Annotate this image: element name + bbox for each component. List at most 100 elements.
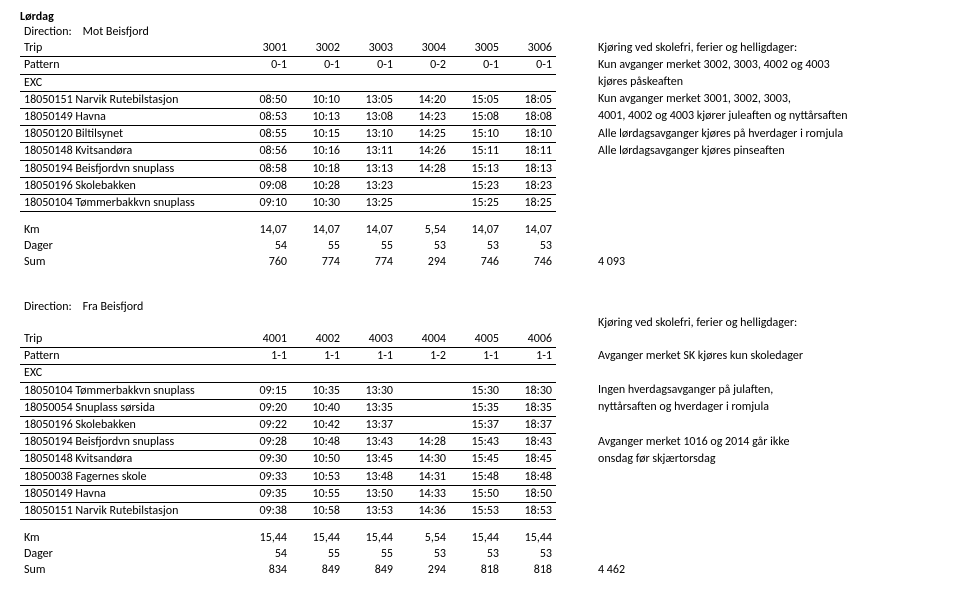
time-cell: 08:58 xyxy=(238,160,291,177)
note: Kjøring ved skolefri, ferier og helligda… xyxy=(594,40,902,57)
time-cell: 18:45 xyxy=(503,451,556,468)
time-cell: 10:58 xyxy=(291,502,344,519)
time-cell: 13:43 xyxy=(344,434,397,451)
timetable-in: Kjøring ved skolefri, ferier og helligda… xyxy=(20,315,902,579)
sum-cell: 760 xyxy=(238,254,291,270)
time-cell: 13:48 xyxy=(344,468,397,485)
time-cell: 10:55 xyxy=(291,485,344,502)
time-cell xyxy=(397,382,450,399)
dager-cell: 53 xyxy=(503,546,556,562)
pattern-col: 0-1 xyxy=(344,57,397,74)
time-cell: 13:53 xyxy=(344,502,397,519)
time-cell: 10:16 xyxy=(291,143,344,160)
direction-header-in: Direction: Fra Beisfjord xyxy=(20,299,238,315)
note: Ingen hverdagsavganger på julaften, xyxy=(594,382,902,399)
dager-cell: 55 xyxy=(291,238,344,254)
pattern-col: 0-2 xyxy=(397,57,450,74)
time-cell: 13:50 xyxy=(344,485,397,502)
time-cell: 18:50 xyxy=(503,485,556,502)
time-cell xyxy=(397,177,450,194)
trip-label: Trip xyxy=(20,40,238,57)
sum-cell: 818 xyxy=(450,562,503,578)
time-cell: 13:11 xyxy=(344,143,397,160)
trip-col: 4002 xyxy=(291,331,344,348)
dager-cell: 53 xyxy=(503,238,556,254)
time-cell: 15:23 xyxy=(450,177,503,194)
time-cell: 18:05 xyxy=(503,91,556,108)
trip-col: 4004 xyxy=(397,331,450,348)
pattern-col: 0-1 xyxy=(291,57,344,74)
exc-label: EXC xyxy=(20,74,238,91)
time-cell: 10:18 xyxy=(291,160,344,177)
stop-name: 18050054 Snuplass sørsida xyxy=(20,399,238,416)
sum-total: 4 093 xyxy=(594,254,902,270)
direction-label: Direction: xyxy=(24,25,72,39)
stop-name: 18050148 Kvitsandøra xyxy=(20,143,238,160)
km-cell: 14,07 xyxy=(450,222,503,238)
sum-cell: 774 xyxy=(291,254,344,270)
direction-name-in: Fra Beisfjord xyxy=(83,300,144,314)
time-cell: 09:33 xyxy=(238,468,291,485)
trip-col: 3004 xyxy=(397,40,450,57)
note: 4001, 4002 og 4003 kjører juleaften og n… xyxy=(594,108,902,125)
time-cell: 09:08 xyxy=(238,177,291,194)
trip-label: Trip xyxy=(20,331,238,348)
dager-cell: 55 xyxy=(291,546,344,562)
time-cell: 10:35 xyxy=(291,382,344,399)
time-cell: 18:53 xyxy=(503,502,556,519)
direction-header-out: Direction: Mot Beisfjord xyxy=(20,24,238,40)
time-cell: 15:05 xyxy=(450,91,503,108)
time-cell: 09:35 xyxy=(238,485,291,502)
pattern-col: 0-1 xyxy=(450,57,503,74)
km-cell: 5,54 xyxy=(397,530,450,546)
trip-col: 4001 xyxy=(238,331,291,348)
pattern-col: 1-1 xyxy=(503,348,556,365)
pattern-col: 1-1 xyxy=(238,348,291,365)
stop-name: 18050194 Beisfjordvn snuplass xyxy=(20,434,238,451)
time-cell: 14:30 xyxy=(397,451,450,468)
time-cell: 18:23 xyxy=(503,177,556,194)
time-cell: 10:28 xyxy=(291,177,344,194)
stop-name: 18050194 Beisfjordvn snuplass xyxy=(20,160,238,177)
time-cell: 09:22 xyxy=(238,416,291,433)
time-cell: 08:53 xyxy=(238,108,291,125)
time-cell: 09:30 xyxy=(238,451,291,468)
time-cell: 10:42 xyxy=(291,416,344,433)
sum-cell: 774 xyxy=(344,254,397,270)
time-cell: 14:33 xyxy=(397,485,450,502)
dager-cell: 54 xyxy=(238,546,291,562)
stop-name: 18050104 Tømmerbakkvn snuplass xyxy=(20,194,238,211)
km-cell: 15,44 xyxy=(291,530,344,546)
note: kjøres påskeaften xyxy=(594,74,902,91)
time-cell: 13:30 xyxy=(344,382,397,399)
time-cell: 13:10 xyxy=(344,126,397,143)
pattern-label: Pattern xyxy=(20,348,238,365)
time-cell: 15:37 xyxy=(450,416,503,433)
note xyxy=(594,365,902,382)
time-cell: 09:38 xyxy=(238,502,291,519)
dager-cell: 53 xyxy=(450,546,503,562)
time-cell: 14:36 xyxy=(397,502,450,519)
time-cell: 15:11 xyxy=(450,143,503,160)
dager-cell: 55 xyxy=(344,546,397,562)
note: Avganger merket SK kjøres kun skoledager xyxy=(594,348,902,365)
sum-cell: 294 xyxy=(397,254,450,270)
time-cell: 15:43 xyxy=(450,434,503,451)
trip-col: 4003 xyxy=(344,331,397,348)
time-cell: 10:50 xyxy=(291,451,344,468)
time-cell: 18:08 xyxy=(503,108,556,125)
time-cell: 18:25 xyxy=(503,194,556,211)
time-cell: 15:45 xyxy=(450,451,503,468)
stop-name: 18050148 Kvitsandøra xyxy=(20,451,238,468)
time-cell: 18:43 xyxy=(503,434,556,451)
time-cell: 10:40 xyxy=(291,399,344,416)
time-cell: 14:28 xyxy=(397,434,450,451)
pattern-col: 1-1 xyxy=(450,348,503,365)
km-cell: 15,44 xyxy=(450,530,503,546)
trip-col: 3003 xyxy=(344,40,397,57)
trip-col: 3001 xyxy=(238,40,291,57)
time-cell: 13:08 xyxy=(344,108,397,125)
stop-name: 18050120 Biltilsynet xyxy=(20,126,238,143)
stop-name: 18050151 Narvik Rutebilstasjon xyxy=(20,502,238,519)
time-cell: 15:30 xyxy=(450,382,503,399)
